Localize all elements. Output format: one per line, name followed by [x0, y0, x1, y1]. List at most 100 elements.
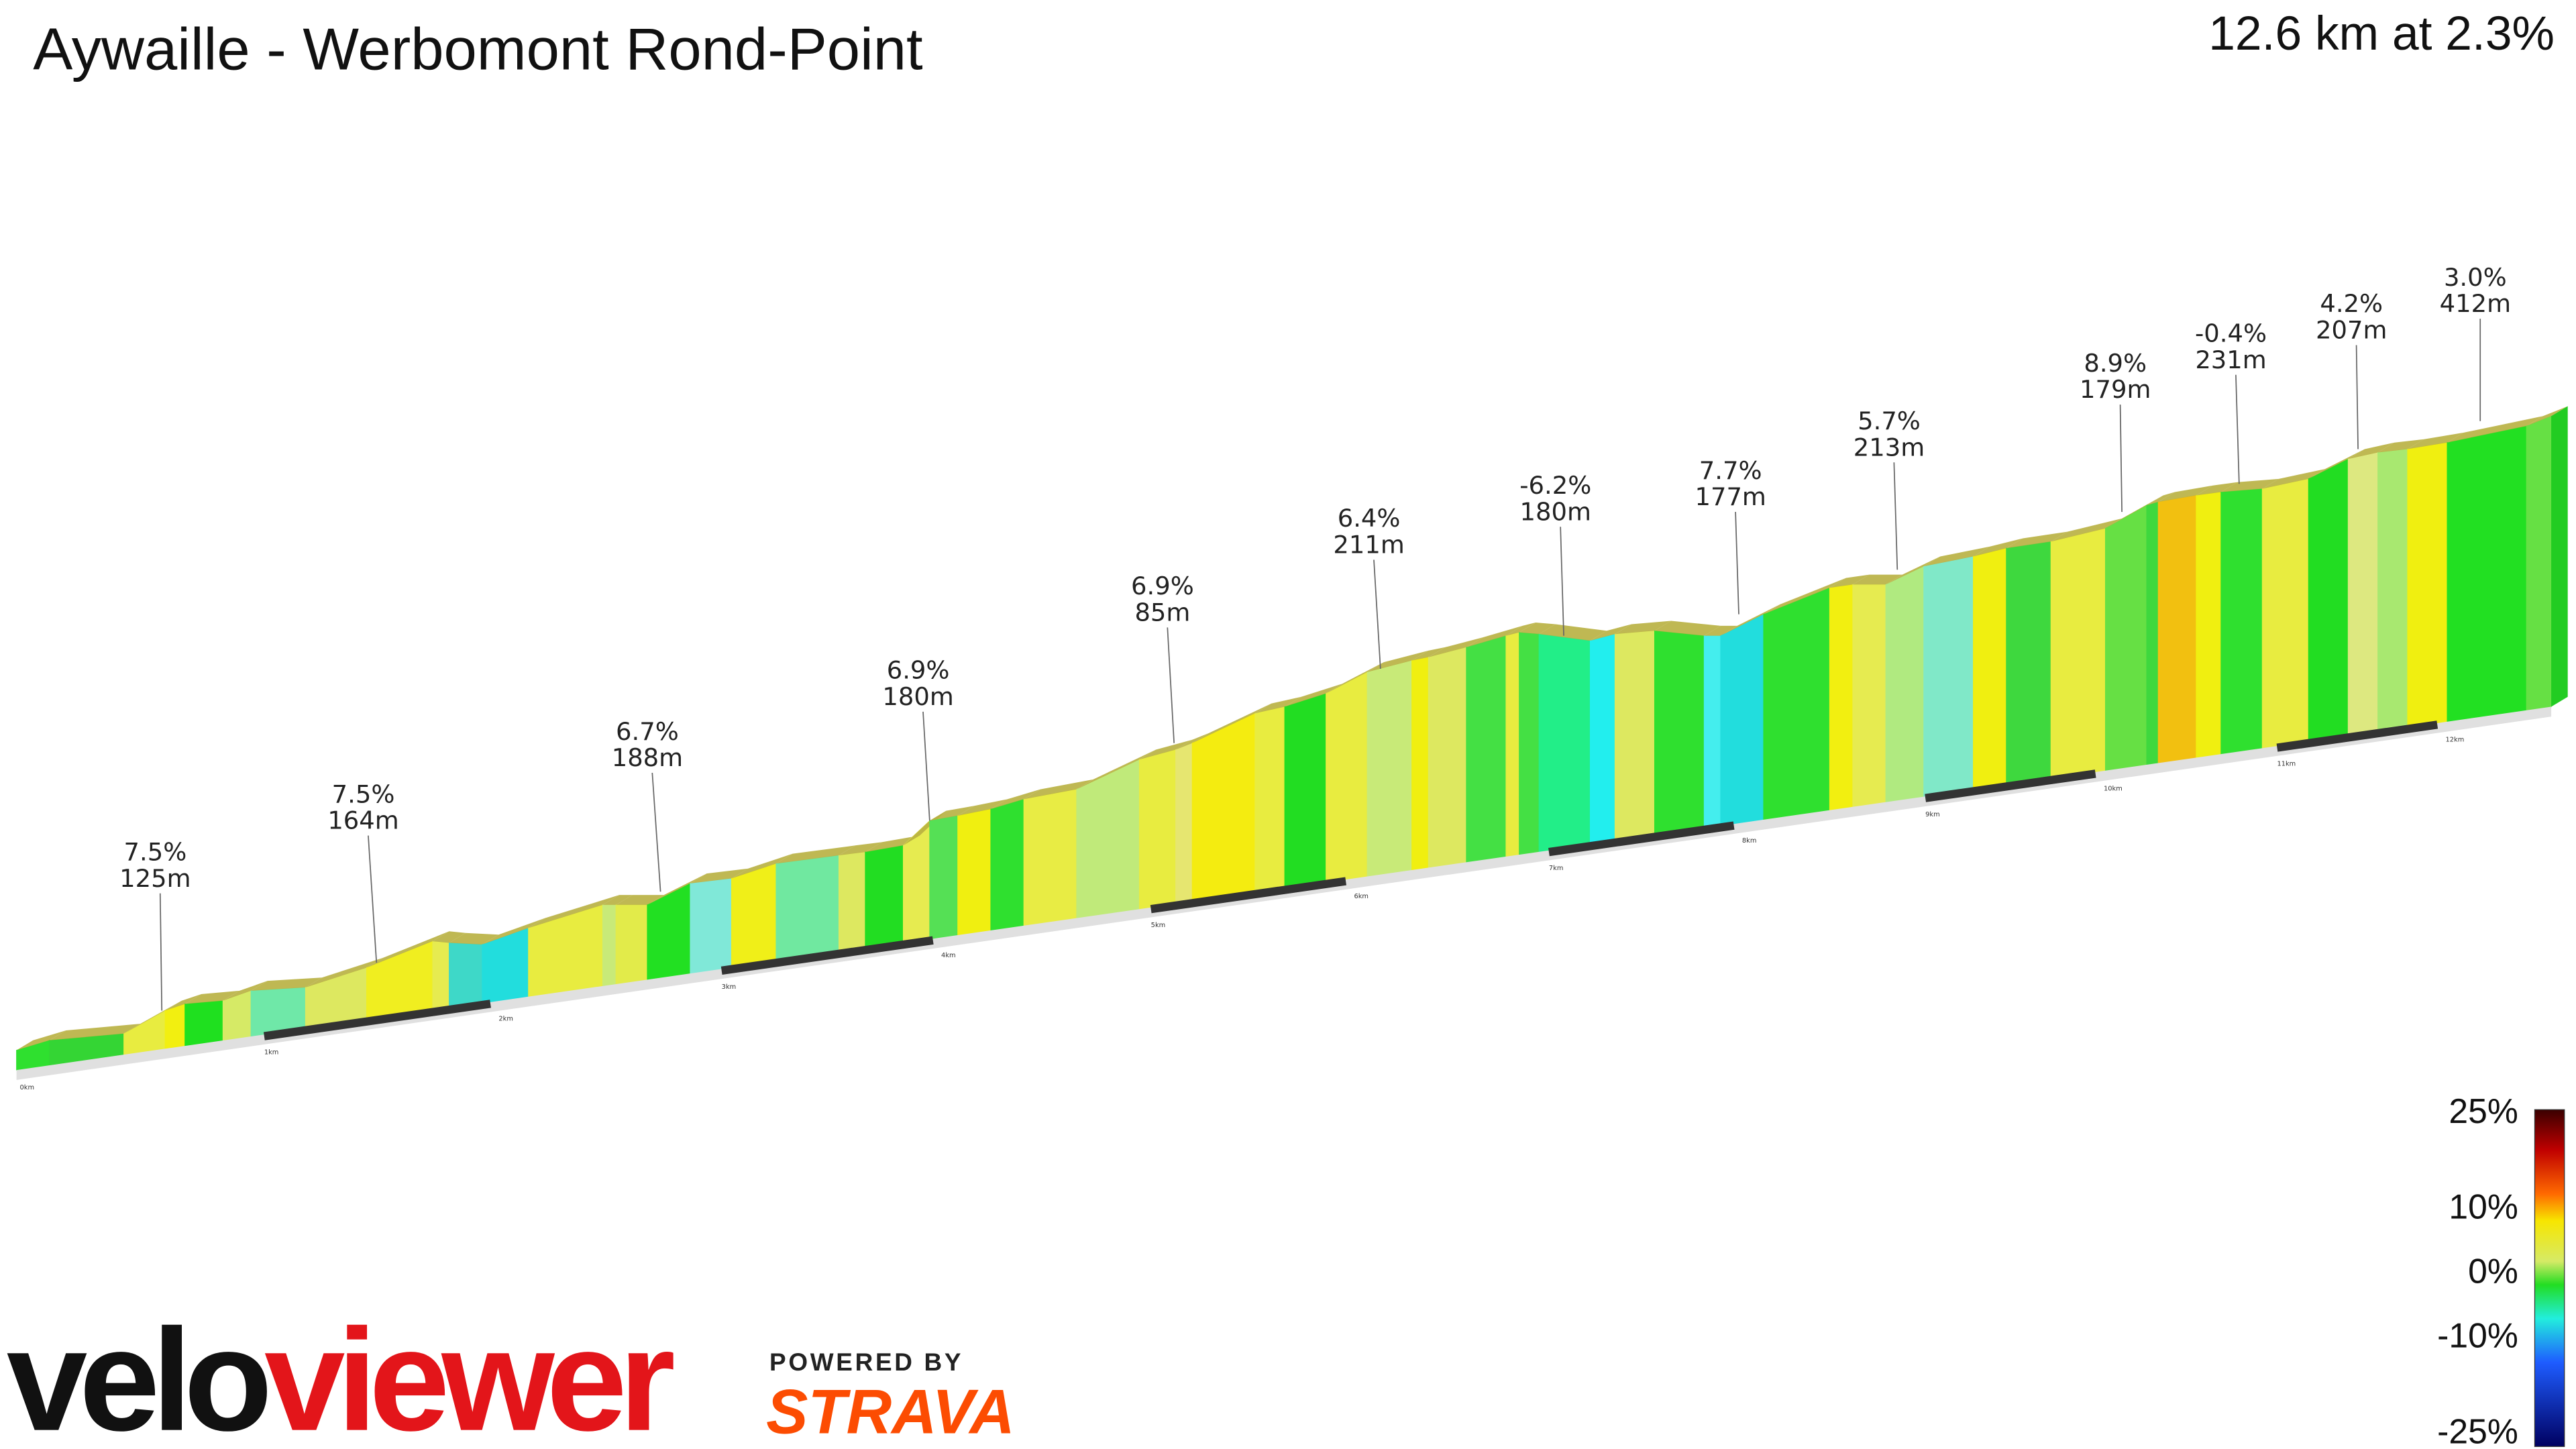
legend-label: -10% [2437, 1316, 2518, 1355]
profile-top [366, 931, 449, 968]
profile-segment [957, 808, 991, 936]
profile-top [2526, 406, 2568, 427]
profile-segment [1138, 749, 1177, 910]
profile-segment [432, 941, 450, 1011]
annotation-grade: 3.0% [2444, 263, 2507, 292]
profile-segment [2006, 541, 2051, 786]
profile-segment [1885, 566, 1925, 803]
profile-top [690, 868, 749, 883]
leader-line [2355, 345, 2359, 449]
profile-segment [865, 845, 904, 949]
profile-segment [449, 943, 483, 1009]
distance-label: 7km [1549, 865, 1564, 872]
profile-top [1519, 623, 1556, 635]
leader-line [368, 835, 378, 963]
annotation-grade: 8.9% [2084, 349, 2147, 378]
profile-top [2308, 449, 2365, 479]
leader-line [2235, 374, 2240, 484]
profile-segment [731, 863, 777, 968]
profile-top [2196, 482, 2238, 496]
logo-part: viewer [264, 1299, 674, 1449]
profile-segment [1589, 633, 1615, 845]
profile-segment [1411, 657, 1429, 871]
annotation-grade: 7.5% [124, 837, 187, 866]
profile-top [184, 990, 239, 1004]
profile-top [1076, 749, 1157, 790]
profile-segment [1614, 630, 1655, 842]
profile-top [2447, 416, 2543, 443]
profile-top [449, 932, 499, 945]
distance-label: 3km [722, 983, 737, 991]
profile-segment [1973, 547, 2007, 790]
km-bar [263, 1000, 491, 1040]
annotation-grade: 6.4% [1338, 504, 1401, 533]
distance-label: 10km [2104, 786, 2123, 793]
profile-segment [123, 1010, 166, 1055]
profile-segment [1829, 584, 1854, 811]
legend-label: -25% [2437, 1411, 2518, 1449]
profile-top [49, 1024, 141, 1040]
profile-top [305, 957, 384, 987]
profile-segment [1763, 587, 1830, 820]
leader-line [1373, 559, 1381, 669]
profile-top [839, 842, 882, 856]
profile-segment [1466, 635, 1507, 863]
powered-by: POWERED BY [769, 1348, 963, 1376]
annotation-length: 179m [2080, 375, 2151, 404]
profile-top [2262, 469, 2325, 489]
annotation-grade: -0.4% [2195, 319, 2267, 348]
profile-top [1615, 621, 1672, 635]
profile-segment [690, 877, 732, 974]
profile-top [957, 799, 1008, 816]
km-bar [1548, 821, 1735, 857]
profile-top [775, 845, 856, 864]
profile-top [647, 873, 707, 905]
profile-segment [838, 851, 866, 953]
km-bar [1150, 877, 1347, 914]
profile-top [1654, 621, 1721, 636]
annotation-length: 207m [2316, 316, 2387, 345]
profile-top [251, 977, 322, 991]
profile-top [1024, 779, 1093, 800]
annotation-grade: 7.5% [332, 780, 395, 808]
annotation-grade: 6.7% [616, 717, 679, 746]
profile-top [929, 806, 975, 821]
annotation-length: 164m [327, 806, 398, 835]
legend-scale [2534, 1109, 2565, 1447]
leader-line [1167, 627, 1175, 743]
profile-segment [1654, 630, 1705, 836]
profile-top [2348, 442, 2395, 460]
profile-segment [528, 904, 603, 998]
profile-segment [2104, 504, 2147, 771]
profile-top [2220, 478, 2279, 492]
profile-top [1367, 650, 1429, 672]
profile-segment [1175, 742, 1193, 904]
profile-segment [2407, 442, 2448, 728]
profile-segment [929, 815, 959, 940]
annotation-grade: 6.9% [1131, 572, 1194, 600]
profile-end [2551, 406, 2568, 707]
profile-segment [2447, 425, 2527, 722]
distance-label: 12km [2446, 737, 2465, 744]
annotation-grade: 4.2% [2320, 289, 2383, 318]
profile-top [1923, 546, 1990, 567]
distance-label: 4km [941, 952, 956, 959]
legend-label: 10% [2449, 1187, 2518, 1226]
profile-segment [1519, 632, 1540, 855]
profile-top [1720, 604, 1780, 636]
profile-top [482, 918, 545, 945]
distance-label: 1km [264, 1049, 279, 1057]
profile-segment [2308, 458, 2349, 742]
km-bar [1925, 769, 2096, 802]
distance-label: 5km [1151, 922, 1166, 929]
annotation-length: 180m [882, 682, 953, 711]
profile-segment [1023, 789, 1077, 926]
km-bar [720, 936, 934, 975]
profile-segment [184, 1000, 223, 1046]
profile-top [2407, 432, 2464, 449]
profile-top [1428, 637, 1483, 657]
annotation-length: 188m [612, 743, 683, 772]
profile-top [1192, 703, 1272, 743]
profile-top [602, 895, 633, 905]
